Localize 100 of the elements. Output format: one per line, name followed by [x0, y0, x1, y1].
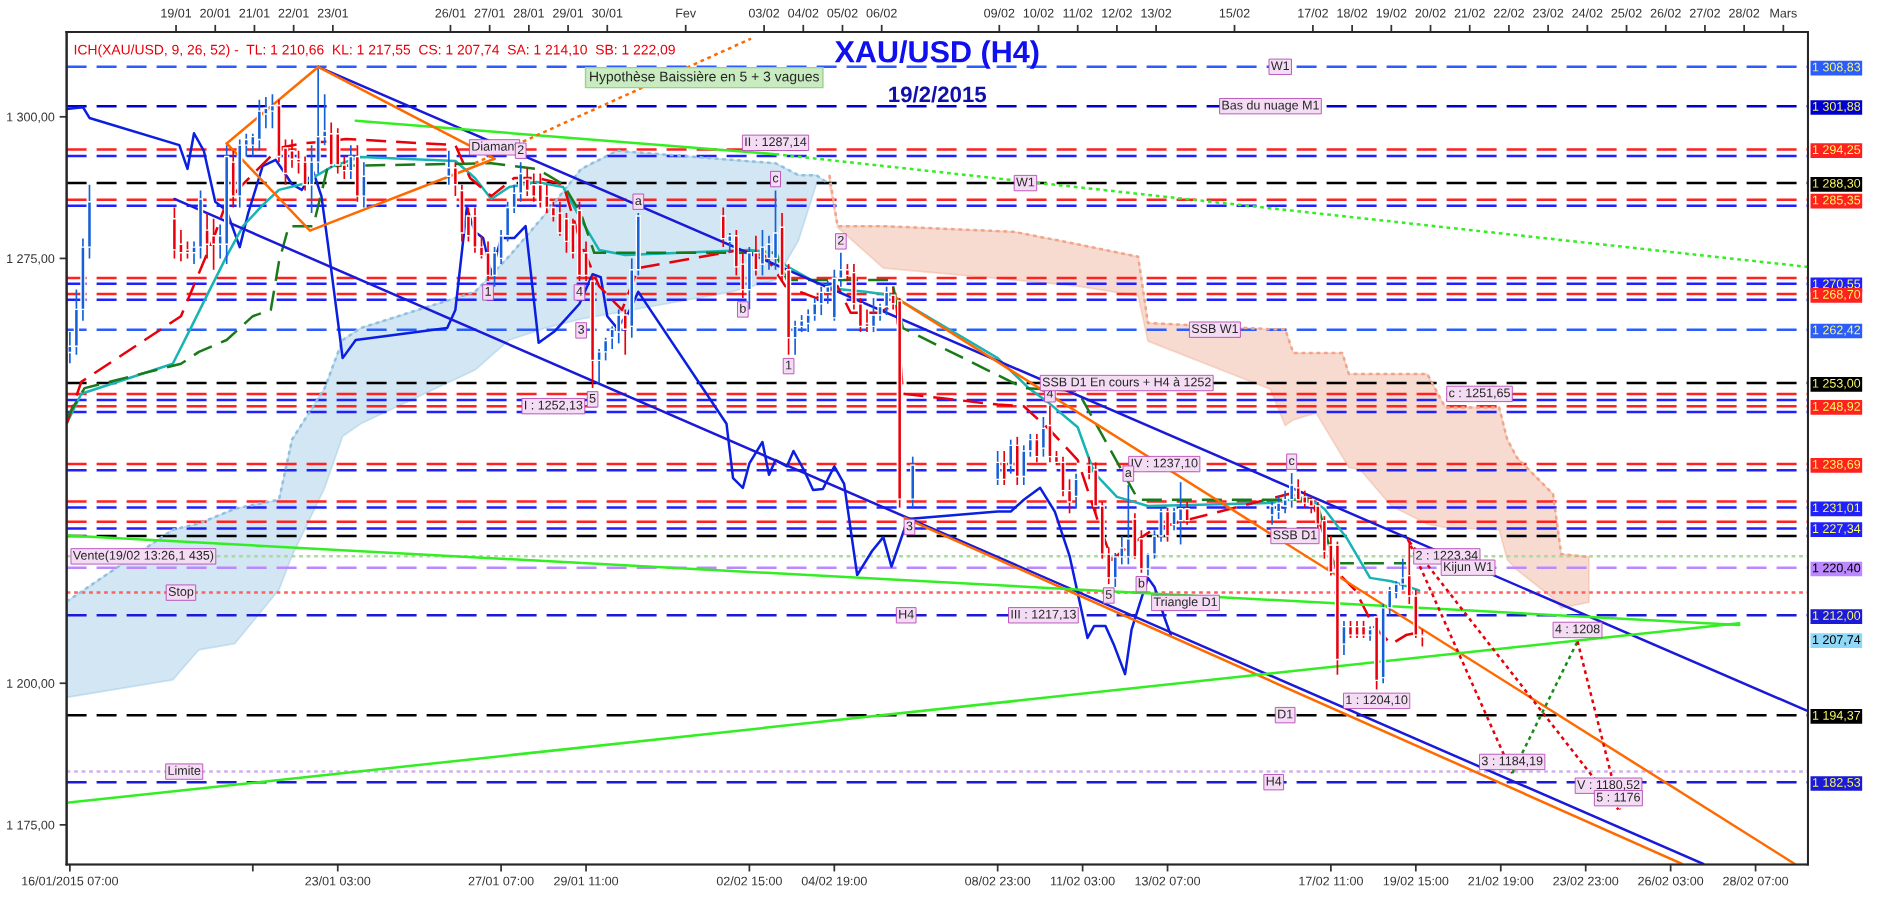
x2-tick-label: 23/01: [317, 8, 348, 18]
x-tick-label: 11/02 03:00: [1051, 876, 1115, 886]
x2-tick-label: 21/02: [1454, 8, 1485, 18]
x2-tick-label: Mars: [1770, 8, 1797, 18]
x2-tick-label: 13/02: [1141, 8, 1172, 18]
annotation: 2: [838, 235, 844, 245]
annotation: a: [635, 198, 642, 206]
x-tick-label: 26/02 03:00: [1638, 876, 1704, 886]
y2-tick-label: 1 227,34: [1812, 524, 1861, 535]
x2-tick-label: 28/02: [1729, 8, 1760, 18]
y2-tick-label: 1 288,30: [1812, 178, 1861, 190]
annotation: 2 : 1223,34: [1416, 550, 1478, 562]
x2-tick-label: 30/01: [592, 8, 623, 18]
annotation: IV : 1237,10: [1131, 458, 1198, 469]
annotation: V : 1180,52: [1577, 780, 1640, 791]
x-tick-label: 04/02 19:00: [801, 876, 867, 886]
x2-tick-label: 25/02: [1611, 8, 1642, 18]
x2-tick-label: 12/02: [1102, 8, 1132, 18]
x2-tick-label: 20/01: [200, 8, 231, 18]
x-tick-label: 23/01 03:00: [305, 876, 371, 886]
x-tick-label: 29/01 11:00: [554, 876, 619, 886]
annotation: W1: [1270, 61, 1290, 71]
y2-tick-label: 1 248,92: [1812, 401, 1861, 413]
x2-tick-label: 06/02: [866, 8, 897, 18]
annotation: 3: [578, 324, 585, 334]
x2-tick-label: 04/02: [788, 8, 819, 18]
annotation: 4 : 1208: [1555, 624, 1600, 634]
annotation: b: [1138, 578, 1145, 588]
annotation: c: [1289, 458, 1295, 466]
y2-tick-label: 1 238,69: [1812, 459, 1861, 471]
annotation: Kijun W1: [1444, 561, 1493, 574]
y2-tick-label: 1 212,00: [1812, 611, 1861, 622]
annotation: 1 : 1204,10: [1346, 695, 1408, 706]
y-tick-label: 1 300,00: [7, 112, 55, 123]
x2-tick-label: 26/02: [1650, 8, 1681, 18]
x-tick-label: 17/02 11:00: [1299, 876, 1363, 886]
y2-tick-label: 1 220,40: [1812, 563, 1861, 574]
x-tick-label: 27/01 07:00: [468, 876, 534, 886]
x-tick-label: 13/02 07:00: [1135, 876, 1201, 886]
annotation: W1: [1016, 177, 1035, 187]
x2-tick-label: 15/02: [1219, 8, 1250, 18]
annotation: Triangle D1: [1153, 597, 1217, 609]
annotation: I : 1252,13: [524, 400, 583, 411]
annotation: D1: [1278, 709, 1293, 719]
annotation: ICH(XAU/USD, 9, 26, 52) - TL: 1 210,66 KL: 1 217,55 CS: 1 207,74 SA: 1 214,10 SB: 1 222,09: [74, 44, 675, 58]
annotation: c : 1251,65: [1449, 388, 1510, 399]
x2-tick-label: 03/02: [748, 8, 780, 18]
y2-tick-label: 1 308,83: [1812, 62, 1861, 73]
x2-tick-label: 27/01: [474, 8, 505, 18]
x2-tick-label: 05/02: [827, 8, 858, 18]
annotation: 5 : 1176: [1596, 792, 1640, 802]
y2-tick-label: 1 194,37: [1812, 710, 1861, 722]
chart-title: XAU/USD (H4): [834, 40, 1039, 69]
text: 19/2/2015: [889, 85, 987, 103]
annotation: H4: [899, 609, 914, 619]
x2-tick-label: 11/02: [1063, 8, 1093, 18]
y2-tick-label: 1 253,00: [1812, 378, 1861, 390]
annotation: III : 1217,13: [1011, 609, 1076, 621]
x-tick-label: 08/02 23:00: [965, 876, 1031, 886]
annotation: 3: [906, 521, 913, 531]
y-tick-label: 1 275,00: [7, 254, 55, 265]
x2-tick-label: 26/01: [435, 8, 466, 18]
annotation: 5: [589, 393, 596, 403]
x2-tick-label: 22/01: [278, 8, 309, 18]
annotation: a: [1125, 470, 1132, 477]
x-tick-label: 19/02 15:00: [1383, 876, 1449, 886]
y-tick-label: 1 200,00: [7, 679, 55, 690]
annotation: II : 1287,14: [745, 137, 807, 148]
annotation: Vente(19/02 13:26,1 435): [72, 550, 214, 563]
x2-tick-label: 22/02: [1493, 8, 1524, 18]
annotation: Limite: [168, 765, 201, 775]
x2-tick-label: 17/02: [1298, 8, 1328, 18]
x2-tick-label: 29/01: [553, 8, 584, 18]
annotation: Bas du nuage M1: [1222, 100, 1319, 112]
x2-tick-label: 09/02: [984, 8, 1015, 18]
y2-tick-label: 1 294,25: [1812, 145, 1861, 156]
y2-tick-label: 1 207,74: [1812, 635, 1861, 646]
annotation: 1: [786, 360, 792, 370]
x-tick-label: 28/02 07:00: [1723, 876, 1789, 886]
x2-tick-label: 23/02: [1533, 8, 1564, 18]
y2-tick-label: 1 270,55: [1812, 279, 1861, 290]
annotation: c: [772, 175, 779, 183]
x2-tick-label: 21/01: [239, 8, 270, 18]
annotation: H4: [1266, 776, 1282, 786]
y2-tick-label: 1 268,70: [1812, 289, 1861, 301]
x2-tick-label: 19/01: [161, 8, 192, 18]
x-tick-label: 21/02 19:00: [1468, 876, 1534, 886]
y-tick-label: 1 175,00: [7, 820, 55, 831]
x2-tick-label: 18/02: [1337, 8, 1368, 18]
annotation: SSB D1 En cours + H4 à 1252: [1042, 377, 1211, 387]
annotation: 1: [485, 287, 491, 296]
annotation: b: [740, 303, 746, 313]
y2-tick-label: 1 182,53: [1812, 778, 1861, 789]
y2-tick-label: 1 285,35: [1812, 195, 1861, 206]
x-tick-label: 23/02 23:00: [1553, 876, 1619, 886]
annotation: Stop: [168, 587, 194, 599]
x2-tick-label: 10/02: [1023, 8, 1054, 18]
annotation: 3 : 1184,19: [1481, 756, 1543, 767]
x2-tick-label: Fev: [676, 8, 697, 18]
x2-tick-label: 20/02: [1415, 8, 1446, 18]
